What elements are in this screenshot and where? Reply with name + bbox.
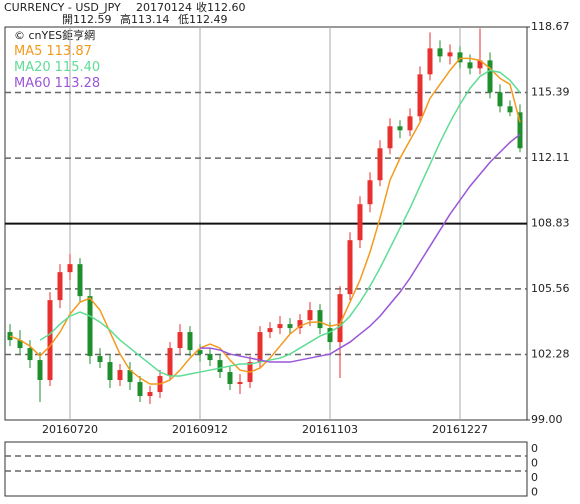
candle-body [357,204,363,241]
candle-body [307,310,313,321]
candle-body [447,52,453,57]
candle-body [487,60,493,93]
candle-body [47,300,53,381]
candle-body [227,372,233,385]
lower-tick-label: 0 [531,486,538,499]
candle-body [77,264,83,297]
candle-body [377,148,383,181]
candle-body [497,92,503,107]
header-low: 低112.49 [178,13,228,26]
y-tick-label: 99.00 [531,413,563,426]
candle-body [147,392,153,397]
candle-body [7,332,13,341]
candle-body [257,332,263,363]
candle-body [507,106,513,113]
legend-entry: MA60 113.28 [14,76,100,91]
candle-body [517,112,523,149]
legend-entry: MA5 113.87 [14,44,92,59]
ma-line [9,57,521,385]
candle-body [57,272,63,301]
legend-name: MA20 [14,60,51,75]
candle-body [327,328,333,343]
header-close: 收112.60 [196,0,246,14]
candle-body [337,294,343,343]
candle-body [427,48,433,75]
candle-body [117,370,123,381]
candle-body [17,340,23,349]
candle-body [87,296,93,357]
candle-body [297,320,303,329]
legend-name: MA60 [14,76,51,91]
y-tick-label: 108.83 [531,217,570,230]
header-open: 開112.59 [62,13,112,26]
lower-tick-label: 0 [531,471,538,484]
header-high: 高113.14 [120,12,170,26]
legend-entry: MA20 115.40 [14,60,100,75]
candle-body [167,348,173,377]
candle-body [127,370,133,383]
candle-body [137,382,143,397]
candle-body [347,240,353,295]
candle-body [477,60,483,69]
candle-body [277,324,283,329]
candle-body [437,48,443,57]
candle-body [317,310,323,329]
candle-body [287,324,293,329]
candle-body [217,360,223,373]
candle-body [197,350,203,355]
lower-tick-label: 0 [531,457,538,470]
candle-body [457,52,463,63]
y-tick-label: 118.67 [531,20,570,33]
legend-value: 113.28 [55,76,101,91]
candle-body [107,362,113,381]
y-tick-label: 102.28 [531,347,570,360]
lower-panel-frame [4,441,528,497]
x-tick-label: 20160720 [42,423,98,436]
y-tick-label: 115.39 [531,86,570,99]
candle-body [27,348,33,361]
candle-body [177,332,183,349]
candle-body [187,332,193,351]
candle-body [407,116,413,131]
y-tick-label: 105.56 [531,282,570,295]
candle-body [467,62,473,69]
candle-body [237,382,243,385]
x-tick-label: 20161103 [302,423,358,436]
candle-body [67,264,73,273]
legend-name: MA5 [14,44,42,59]
candle-body [37,360,43,381]
header-date: 20170124 [136,1,192,14]
candle-body [387,126,393,149]
candle-body [207,354,213,361]
y-tick-label: 112.11 [531,151,570,164]
candle-body [417,74,423,117]
candle-body [97,356,103,363]
candle-body [397,126,403,131]
x-tick-label: 20161227 [432,423,488,436]
lower-tick-label: 0 [531,442,538,455]
header-title: CURRENCY - USD_JPY [4,1,121,14]
legend-value: 113.87 [46,44,92,59]
ma-line [200,133,521,363]
ma-line [39,69,521,377]
legend-value: 115.40 [55,60,101,75]
candle-body [367,180,373,205]
x-tick-label: 20160912 [172,423,228,436]
candle-body [267,328,273,333]
source-label: © cnYES鉅亨網 [14,28,95,42]
